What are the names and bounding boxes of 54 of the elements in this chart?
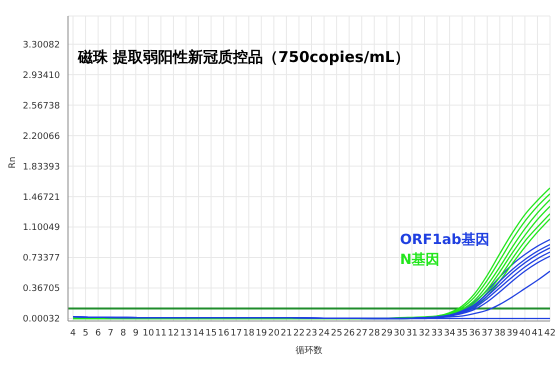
x-tick-label: 42 (544, 328, 556, 338)
x-tick-label: 17 (230, 328, 242, 338)
x-tick-label: 7 (108, 328, 114, 338)
x-tick-label: 40 (519, 328, 531, 338)
x-tick-label: 27 (356, 328, 368, 338)
x-tick-label: 16 (218, 328, 230, 338)
x-tick-label: 21 (280, 328, 292, 338)
x-tick-label: 20 (268, 328, 280, 338)
series-label: ORF1ab基因 (400, 231, 490, 250)
x-tick-label: 11 (155, 328, 167, 338)
y-tick-label: 1.83393 (22, 162, 60, 172)
x-tick-label: 36 (468, 328, 481, 338)
text: 磁珠 提取弱阳性新冠质控品（750copies/mL） (78, 48, 410, 67)
x-tick-label: 22 (293, 328, 305, 338)
x-tick-label: 37 (482, 328, 493, 338)
x-tick-label: 28 (368, 328, 380, 338)
y-tick-label: 1.10049 (22, 223, 60, 234)
text: N基因 (400, 251, 441, 270)
y-tick-label: 0.00032 (22, 314, 60, 325)
x-tick-label: 19 (256, 328, 268, 338)
y-tick-label: 1.46721 (22, 192, 60, 203)
x-tick-label: 23 (306, 328, 318, 338)
y-axis-title: Rn (8, 156, 18, 168)
x-tick-label: 8 (120, 328, 126, 338)
y-tick-label: 2.20066 (22, 132, 60, 142)
y-tick-label: 2.93410 (22, 70, 60, 81)
x-tick-label: 38 (494, 328, 506, 338)
y-tick-label: 0.36705 (22, 284, 60, 294)
x-tick-label: 33 (431, 328, 443, 338)
x-tick-label: 29 (381, 328, 393, 338)
x-tick-label: 5 (82, 328, 88, 338)
x-tick-label: 9 (132, 328, 139, 338)
x-tick-label: 35 (456, 328, 468, 338)
x-axis-title: 循环数 (296, 345, 322, 356)
y-tick-label: 2.56738 (22, 101, 60, 112)
x-tick-label: 26 (343, 328, 356, 338)
x-tick-label: 32 (418, 328, 430, 338)
y-tick-label: 3.30082 (22, 40, 60, 50)
x-tick-label: 41 (532, 328, 544, 338)
x-tick-label: 39 (506, 328, 518, 338)
x-tick-label: 12 (168, 328, 180, 338)
x-tick-label: 10 (142, 328, 154, 338)
x-tick-label: 13 (180, 328, 192, 338)
x-tick-label: 34 (444, 328, 456, 338)
x-tick-label: 18 (243, 328, 255, 338)
y-tick-label: 0.73377 (22, 254, 60, 264)
x-tick-label: 25 (330, 328, 342, 338)
x-tick-label: 14 (192, 328, 205, 338)
x-tick-label: 31 (406, 328, 418, 338)
x-tick-label: 30 (394, 328, 406, 338)
x-tick-label: 6 (95, 328, 102, 338)
x-tick-label: 4 (70, 328, 76, 338)
x-tick-label: 24 (318, 328, 330, 338)
x-tick-label: 15 (205, 328, 217, 338)
